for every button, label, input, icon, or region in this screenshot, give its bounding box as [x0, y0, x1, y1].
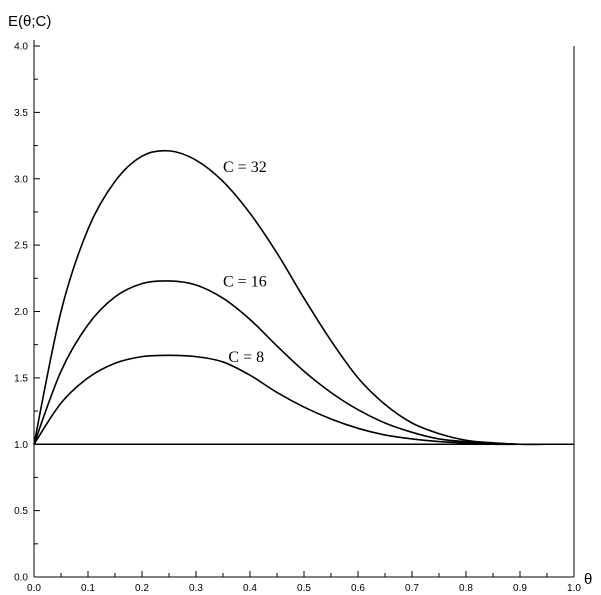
x-tick-label: 0.4 [243, 583, 257, 594]
y-tick-label: 0.5 [14, 506, 28, 517]
x-tick-label: 0.1 [81, 583, 95, 594]
x-tick-label: 0.2 [135, 583, 149, 594]
x-tick-label: 0.0 [27, 583, 41, 594]
curve-labels: C = 32 C = 16 C = 8 [223, 159, 267, 366]
curve-label: C = 16 [223, 273, 267, 290]
x-tick-label: 0.7 [405, 583, 419, 594]
y-tick-label: 3.5 [14, 108, 28, 119]
x-tick-label: 0.8 [459, 583, 473, 594]
curve-label: C = 32 [223, 159, 267, 176]
y-tick-label: 1.5 [14, 373, 28, 384]
curve-label: C = 8 [228, 349, 264, 366]
y-tick-label: 4.0 [14, 42, 28, 53]
x-tick-label: 1.0 [567, 583, 581, 594]
ticks: 0.0 0.1 0.2 0.3 0.4 0.5 0.6 0.7 0.8 0.9 1.0 0.0 0.5 1… [14, 42, 581, 595]
y-tick-label: 3.0 [14, 174, 28, 185]
x-tick-label: 0.3 [189, 583, 203, 594]
x-tick-label: 0.6 [351, 583, 365, 594]
x-axis-label: θ [584, 571, 592, 588]
y-axis-label: E(θ;C) [8, 13, 51, 30]
y-tick-label: 1.0 [14, 440, 28, 451]
axes [33, 40, 575, 578]
curves [33, 149, 574, 446]
x-tick-label: 0.5 [297, 583, 311, 594]
y-tick-label: 2.0 [14, 307, 28, 318]
x-tick-label: 0.9 [513, 583, 527, 594]
y-tick-label: 0.0 [14, 573, 28, 584]
y-tick-label: 2.5 [14, 241, 28, 252]
series-line-c-8 [33, 354, 574, 446]
series-line-c-16 [33, 280, 574, 446]
